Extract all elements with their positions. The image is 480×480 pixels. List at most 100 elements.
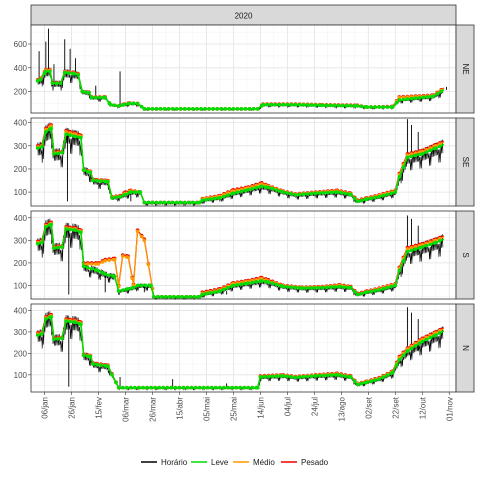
series-leve-point (369, 105, 373, 109)
series-leve-point (261, 102, 265, 107)
series-leve-point (81, 353, 86, 358)
series-leve-point (281, 284, 286, 289)
series-leve-point (160, 294, 164, 299)
series-leve-point (98, 95, 102, 100)
series-leve-point (238, 385, 242, 390)
x-tick-label: 14/jun (256, 397, 265, 419)
x-tick-label: 12/out (418, 396, 427, 419)
series-leve-point (89, 266, 94, 271)
series-leve-point (390, 370, 395, 375)
series-leve-point (359, 381, 364, 386)
column-strip-label: 2020 (235, 12, 253, 21)
x-tick-label: 13/ago (337, 396, 346, 421)
series-leve-point (169, 385, 174, 390)
series-leve-point (355, 104, 360, 108)
series-leve-point (338, 284, 342, 289)
series-leve-point (93, 95, 98, 100)
series-leve-point (335, 373, 340, 377)
series-leve-point (417, 152, 422, 157)
series-leve-point (168, 294, 172, 299)
y-tick-label: 400 (14, 64, 28, 73)
series-leve-point (56, 245, 60, 250)
x-tick-label: 01/nov (445, 397, 454, 421)
legend-label: Horário (161, 458, 188, 467)
row-strip (455, 210, 475, 300)
series-leve-point (297, 286, 302, 290)
series-leve-point (255, 107, 260, 111)
series-leve-point (301, 375, 306, 379)
series-leve-point (335, 190, 340, 194)
series-medio-point (112, 257, 117, 262)
series-leve-point (156, 294, 160, 299)
series-leve-point (393, 283, 398, 288)
series-leve-point (254, 185, 259, 190)
series-leve-point (332, 285, 337, 289)
series-leve-point (64, 319, 68, 323)
series-leve-point (433, 333, 438, 337)
series-leve-point (195, 200, 199, 205)
series-leve-point (106, 364, 110, 369)
series-medio-point (96, 262, 101, 266)
series-medio-point (409, 246, 414, 250)
series-leve-point (428, 335, 433, 340)
series-leve-point (164, 294, 168, 299)
x-tick-label: 06/jan (40, 397, 49, 419)
series-leve-point (313, 191, 318, 196)
series-leve-point (166, 107, 171, 111)
series-leve-point (60, 245, 64, 249)
x-tick-label: 02/set (364, 396, 373, 419)
series-leve-point (150, 107, 155, 111)
series-leve-point (107, 273, 112, 277)
series-leve-point (270, 186, 275, 191)
series-leve-point (199, 107, 203, 111)
series-leve-point (281, 102, 286, 107)
series-leve-point (35, 241, 40, 246)
series-leve-point (103, 364, 108, 368)
series-leve-point (332, 103, 337, 108)
series-leve-point (73, 320, 78, 325)
series-leve-point (142, 107, 147, 111)
series-leve-point (431, 94, 435, 99)
series-leve-point (235, 107, 240, 111)
series-leve-point (85, 354, 90, 358)
series-leve-point (222, 385, 226, 390)
series-leve-point (231, 191, 236, 196)
series-leve-point (95, 362, 99, 367)
series-leve-point (373, 105, 377, 109)
series-leve-point (250, 280, 255, 285)
series-leve-point (377, 288, 381, 292)
series-leve-point (208, 291, 213, 295)
series-leve-point (413, 344, 418, 348)
series-leve-point (108, 102, 113, 107)
series-leve-point (246, 385, 251, 390)
series-leve-point (170, 107, 175, 111)
legend-label: Leve (211, 458, 229, 467)
y-tick-label: 300 (14, 236, 28, 245)
series-leve-point (417, 246, 422, 250)
series-leve-point (369, 379, 373, 384)
series-medio-point (100, 260, 105, 264)
series-leve-point (211, 107, 215, 111)
series-leve-point (88, 354, 93, 359)
series-leve-point (397, 268, 402, 273)
series-leve-point (355, 199, 360, 204)
series-leve-point (50, 81, 55, 86)
series-leve-point (49, 126, 54, 131)
legend-label: Pesado (301, 458, 329, 467)
series-leve-point (297, 192, 302, 197)
series-leve-point (289, 375, 294, 379)
series-leve-point (112, 103, 117, 108)
series-medio-point (107, 258, 112, 262)
series-leve-point (35, 79, 40, 83)
series-leve-point (377, 105, 381, 109)
series-leve-point (44, 69, 48, 74)
series-leve-point (123, 192, 128, 197)
series-leve-point (191, 107, 195, 111)
series-leve-point (330, 190, 334, 195)
series-medio-point (135, 229, 140, 234)
series-leve-point (390, 105, 395, 109)
series-leve-point (79, 230, 83, 235)
y-tick-label: 100 (14, 281, 28, 290)
series-leve-point (149, 385, 153, 390)
series-leve-point (297, 375, 302, 379)
